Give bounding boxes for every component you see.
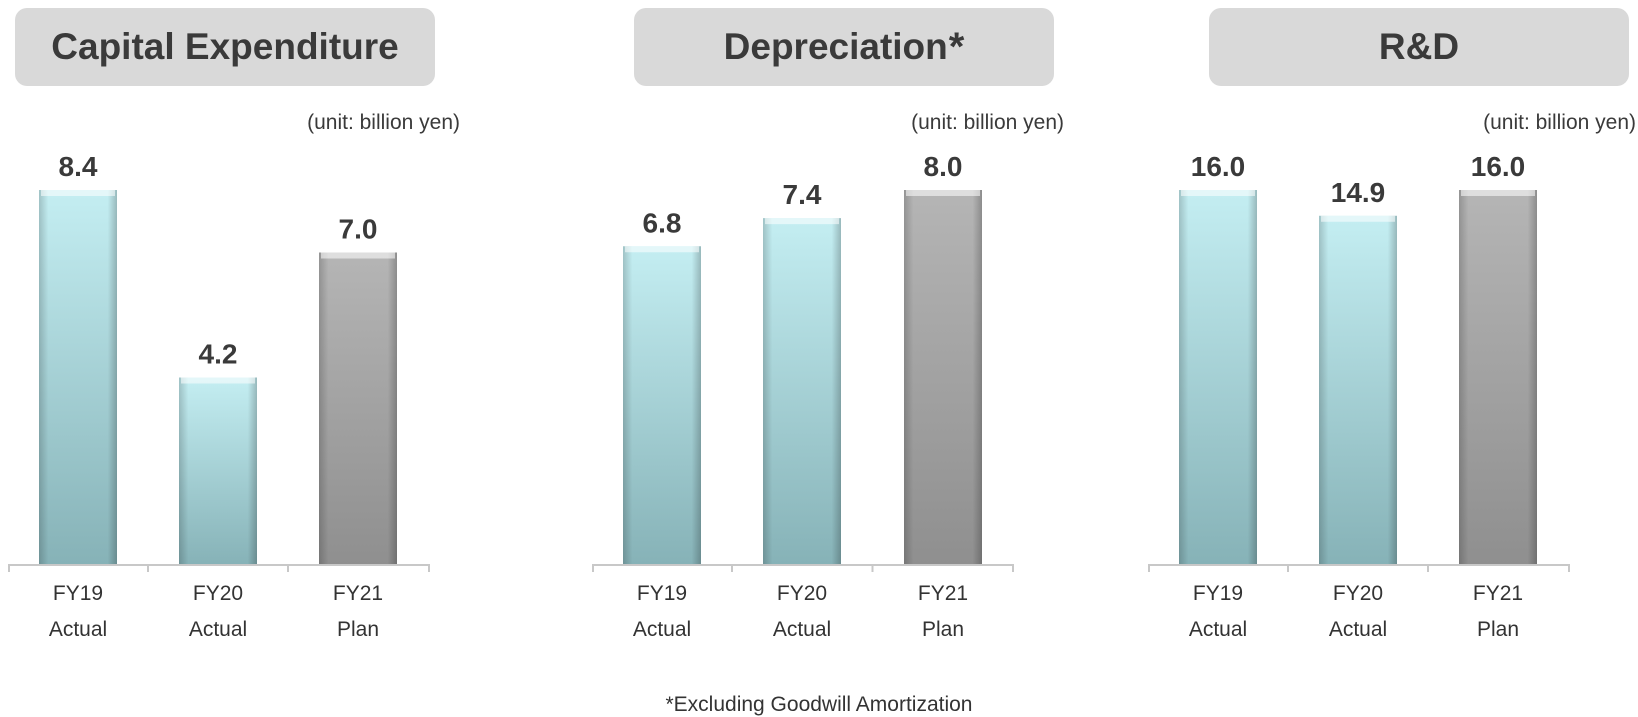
bar-highlight	[181, 377, 255, 384]
category-sublabel: Actual	[773, 618, 831, 641]
category-label: FY21	[918, 582, 968, 605]
category-sublabel: Actual	[49, 618, 107, 641]
bar-bevel	[1179, 190, 1257, 565]
bar-highlight	[321, 252, 395, 259]
chart-panel-capex: Capital Expenditure (unit: billion yen) …	[0, 0, 460, 717]
bar-bevel	[179, 377, 257, 565]
bar-highlight	[1321, 215, 1395, 222]
bar-highlight	[1461, 190, 1535, 196]
bar-bevel	[39, 190, 117, 565]
value-label: 7.0	[339, 214, 378, 245]
value-label: 8.4	[59, 151, 98, 182]
bar-highlight	[765, 218, 839, 225]
unit-label: (unit: billion yen)	[911, 111, 1064, 134]
bar-bevel	[623, 246, 701, 565]
value-label: 7.4	[783, 179, 822, 210]
category-sublabel: Plan	[1477, 618, 1519, 641]
category-sublabel: Plan	[337, 618, 379, 641]
category-label: FY19	[637, 582, 687, 605]
chart-title: Depreciation	[723, 26, 948, 67]
category-sublabel: Actual	[189, 618, 247, 641]
category-sublabel: Actual	[1189, 618, 1247, 641]
bar-chart-rnd: 16.0 FY19 Actual 14.9 FY20 Actual 16.0 FY21 Plan	[1148, 151, 1570, 641]
value-label: 14.9	[1331, 177, 1386, 208]
value-label: 4.2	[199, 339, 238, 370]
bar-highlight	[906, 190, 980, 196]
chart-title-box: Depreciation *	[634, 8, 1054, 86]
chart-panel-depreciation: Depreciation * (unit: billion yen) 6.8 FY1…	[592, 0, 1080, 717]
unit-label: (unit: billion yen)	[1483, 111, 1636, 134]
bar-bevel	[763, 218, 841, 565]
category-label: FY20	[193, 582, 243, 605]
value-label: 16.0	[1471, 151, 1526, 182]
bar-highlight	[41, 190, 115, 196]
bar-highlight	[625, 246, 699, 253]
bar-chart-capex: 8.4 FY19 Actual 4.2 FY20 Actual 7.0 FY21 Plan	[8, 151, 430, 641]
category-sublabel: Plan	[922, 618, 964, 641]
category-label: FY20	[777, 582, 827, 605]
bar-bevel	[319, 252, 397, 565]
chart-title: R&D	[1378, 26, 1460, 67]
chart-title-asterisk: *	[948, 24, 965, 69]
chart-title-box: Capital Expenditure	[15, 8, 435, 86]
bar-chart-depreciation: 6.8 FY19 Actual 7.4 FY20 Actual 8.0 FY21 Plan	[592, 151, 1014, 641]
category-sublabel: Actual	[1329, 618, 1387, 641]
chart-title: Capital Expenditure	[51, 26, 399, 67]
footnote: *Excluding Goodwill Amortization	[665, 693, 973, 716]
category-label: FY21	[333, 582, 383, 605]
chart-title-box: R&D	[1209, 8, 1629, 86]
category-label: FY20	[1333, 582, 1383, 605]
chart-panel-rnd: R&D (unit: billion yen) 16.0 FY19 Actual 14…	[1148, 0, 1638, 717]
bar-bevel	[1319, 215, 1397, 565]
bar-bevel	[1459, 190, 1537, 565]
category-label: FY19	[1193, 582, 1243, 605]
bar-highlight	[1181, 190, 1255, 196]
category-label: FY21	[1473, 582, 1523, 605]
unit-label: (unit: billion yen)	[307, 111, 460, 134]
value-label: 8.0	[924, 151, 963, 182]
value-label: 6.8	[643, 207, 682, 238]
bar-bevel	[904, 190, 982, 565]
category-label: FY19	[53, 582, 103, 605]
category-sublabel: Actual	[633, 618, 691, 641]
value-label: 16.0	[1191, 151, 1246, 182]
